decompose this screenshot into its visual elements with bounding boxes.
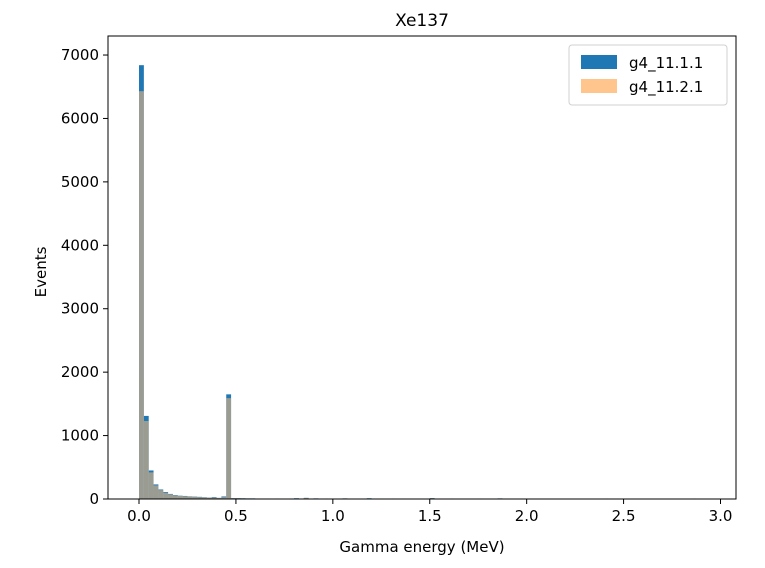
histogram-bar xyxy=(202,497,207,499)
series-1 xyxy=(139,65,697,499)
x-tick-label: 0.5 xyxy=(224,507,248,525)
x-axis: 0.0 0.5 1.0 1.5 2.0 2.5 3.0 xyxy=(127,499,732,525)
x-axis-label: Gamma energy (MeV) xyxy=(339,538,504,556)
y-tick-label: 6000 xyxy=(61,109,99,127)
x-tick-label: 0.0 xyxy=(127,507,151,525)
x-tick-label: 2.5 xyxy=(612,507,636,525)
histogram-bar xyxy=(143,420,149,499)
y-tick-label: 3000 xyxy=(61,300,99,318)
histogram-bar xyxy=(177,495,183,499)
histogram-bar xyxy=(153,485,159,499)
histogram-bar xyxy=(148,472,154,499)
x-tick-label: 1.5 xyxy=(418,507,442,525)
bars-layer xyxy=(139,65,697,500)
y-tick-label: 2000 xyxy=(61,363,99,381)
histogram-bar xyxy=(221,497,227,499)
y-tick-label: 4000 xyxy=(61,236,99,254)
chart-title: Xe137 xyxy=(395,11,449,31)
histogram-bar xyxy=(158,490,164,499)
histogram-bar xyxy=(182,496,188,499)
legend-swatch xyxy=(581,79,617,93)
y-tick-label: 5000 xyxy=(61,173,99,191)
legend: g4_11.1.1 g4_11.2.1 xyxy=(568,44,728,106)
histogram-bar xyxy=(172,495,178,499)
series-2 xyxy=(139,91,610,500)
y-axis: 0 1000 2000 3000 4000 5000 6000 7000 xyxy=(61,46,108,508)
histogram-bar xyxy=(168,494,173,499)
histogram-bar xyxy=(211,497,217,499)
histogram-bar xyxy=(216,497,222,499)
histogram-bar xyxy=(139,91,144,500)
plot-frame xyxy=(107,35,737,500)
y-tick-label: 0 xyxy=(89,490,99,508)
y-axis-label: Events xyxy=(32,246,50,297)
histogram-bar xyxy=(303,497,309,499)
x-tick-label: 2.0 xyxy=(515,507,539,525)
x-tick-label: 1.0 xyxy=(321,507,345,525)
histogram-bar xyxy=(226,398,232,499)
y-tick-label: 7000 xyxy=(61,46,99,64)
x-tick-label: 3.0 xyxy=(709,507,733,525)
histogram-bar xyxy=(163,492,169,499)
legend-label: g4_11.1.1 xyxy=(629,54,703,73)
y-tick-label: 1000 xyxy=(61,427,99,445)
histogram-bar xyxy=(192,496,198,499)
histogram-bar xyxy=(197,497,203,499)
histogram-bar xyxy=(206,497,212,499)
histogram-bar xyxy=(187,496,193,499)
legend-label: g4_11.2.1 xyxy=(629,78,703,97)
legend-swatch xyxy=(581,55,617,69)
